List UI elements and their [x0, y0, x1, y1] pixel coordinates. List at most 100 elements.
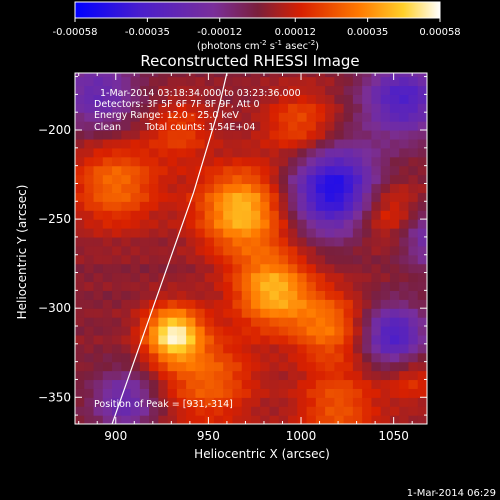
heatmap-cells [75, 73, 427, 424]
heatmap-cell [167, 379, 178, 389]
heatmap-cell [269, 192, 280, 202]
heatmap-cell [417, 103, 427, 113]
heatmap-cell [362, 299, 373, 309]
heatmap-cell [260, 121, 271, 131]
heatmap-cell [325, 94, 335, 104]
heatmap-cell [389, 308, 400, 318]
heatmap-cell [149, 272, 159, 283]
heatmap-cell [334, 281, 345, 291]
heatmap-cell [260, 343, 271, 354]
heatmap-cell [380, 245, 391, 256]
heatmap-cell [288, 245, 298, 256]
heatmap-cell [139, 334, 150, 345]
heatmap-cell [75, 326, 85, 336]
heatmap-cell [93, 73, 104, 78]
heatmap-cell [158, 174, 169, 185]
heatmap-cell [84, 174, 95, 185]
heatmap-cell [343, 73, 354, 78]
heatmap-cell [288, 156, 298, 167]
heatmap-cell [389, 112, 400, 122]
heatmap-cell [121, 406, 132, 416]
heatmap-cell [260, 165, 271, 176]
heatmap-cell [186, 352, 197, 363]
heatmap-cell [139, 112, 150, 122]
heatmap-cell [158, 397, 169, 407]
heatmap-cell [260, 94, 271, 104]
heatmap-cell [380, 210, 391, 220]
heatmap-cell [362, 210, 373, 220]
heatmap-cell [75, 245, 85, 256]
heatmap-cell [343, 415, 354, 424]
heatmap-cell [260, 112, 271, 122]
heatmap-cell [352, 281, 363, 291]
heatmap-cell [75, 334, 85, 345]
heatmap-cell [343, 85, 354, 95]
heatmap-cell [112, 299, 122, 309]
heatmap-cell [130, 379, 141, 389]
heatmap-cell [223, 326, 234, 336]
heatmap-cell [352, 73, 363, 78]
heatmap-cell [417, 201, 427, 211]
heatmap-cell [223, 94, 234, 104]
heatmap-cell [149, 245, 159, 256]
heatmap-cell [204, 317, 215, 327]
heatmap-cell [315, 201, 326, 211]
heatmap-cell [204, 397, 215, 407]
heatmap-cell [278, 299, 289, 309]
heatmap-cell [158, 130, 169, 140]
heatmap-cell [149, 76, 159, 87]
heatmap-cell [139, 370, 150, 381]
heatmap-cell [149, 138, 159, 149]
heatmap-cell [389, 415, 400, 424]
heatmap-cell [204, 174, 215, 185]
heatmap-cell [121, 94, 132, 104]
heatmap-cell [278, 228, 289, 238]
heatmap-cell [195, 308, 206, 318]
heatmap-cell [408, 201, 419, 211]
heatmap-cell [399, 236, 410, 247]
heatmap-cell [306, 326, 317, 336]
heatmap-cell [176, 85, 187, 95]
heatmap-cell [223, 147, 234, 158]
heatmap-cell [399, 183, 410, 193]
heatmap-cell [112, 352, 122, 363]
heatmap-cell [278, 361, 289, 372]
heatmap-cell [186, 174, 197, 185]
heatmap-cell [139, 317, 150, 327]
heatmap-cell [102, 290, 113, 300]
heatmap-cell [325, 76, 335, 87]
heatmap-cell [306, 317, 317, 327]
heatmap-cell [149, 254, 159, 265]
annotations: 1-Mar-2014 03:18:34.000 to 03:23:36.000 … [94, 88, 301, 410]
heatmap-cell [167, 290, 178, 300]
heatmap-cell [93, 272, 104, 283]
heatmap-cell [176, 138, 187, 149]
heatmap-cell [371, 361, 382, 372]
heatmap-cell [130, 272, 141, 283]
heatmap-cell [260, 334, 271, 345]
heatmap-cell [288, 94, 298, 104]
heatmap-cell [288, 334, 298, 345]
heatmap-cell [121, 352, 132, 363]
heatmap-cell [186, 112, 197, 122]
heatmap-cell [325, 343, 335, 354]
heatmap-cell [417, 290, 427, 300]
heatmap-cell [315, 192, 326, 202]
heatmap-cell [417, 85, 427, 95]
heatmap-cell [195, 254, 206, 265]
heatmap-cell [84, 379, 95, 389]
heatmap-cell [362, 254, 373, 265]
heatmap-cell [288, 343, 298, 354]
heatmap-cell [325, 299, 335, 309]
heatmap-cell [84, 112, 95, 122]
heatmap-cell [278, 397, 289, 407]
heatmap-cell [251, 263, 261, 274]
heatmap-cell [371, 326, 382, 336]
annotation-energy: Energy Range: 12.0 - 25.0 keV [94, 110, 239, 121]
heatmap-cell [325, 103, 335, 113]
heatmap-cell [417, 254, 427, 265]
heatmap-cell [102, 183, 113, 193]
heatmap-cell [241, 397, 252, 407]
heatmap-cell [380, 73, 391, 78]
heatmap-cell [362, 326, 373, 336]
